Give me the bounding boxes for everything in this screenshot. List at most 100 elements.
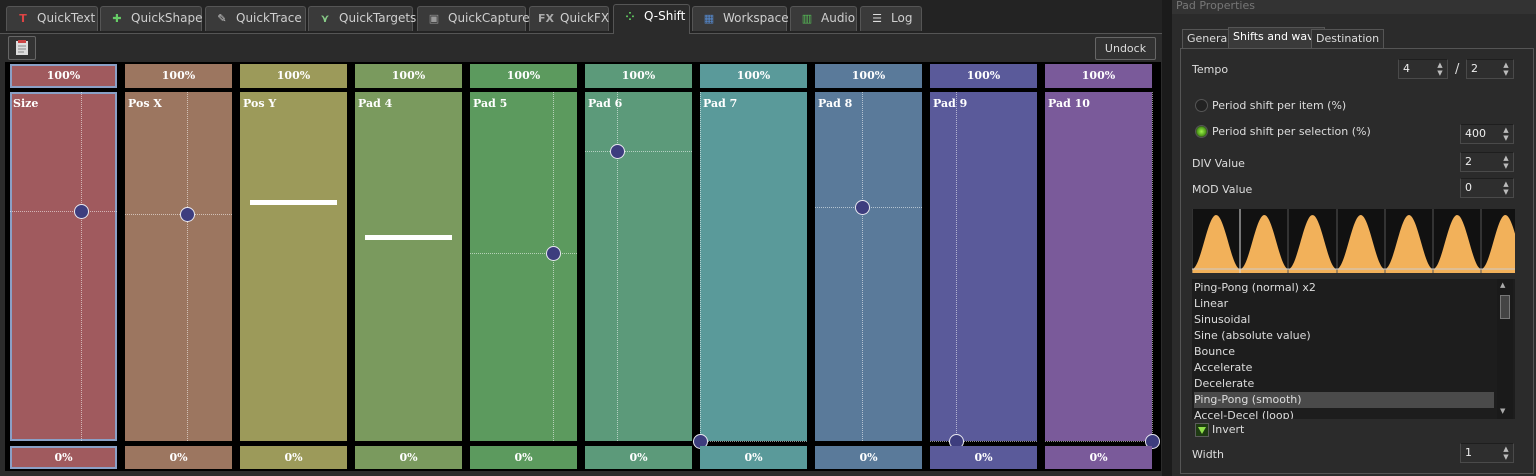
tab-quickshape[interactable]: ✚ QuickShape (100, 6, 203, 31)
tempo-label: Tempo (1192, 63, 1229, 76)
pad-min-value[interactable]: 0% (815, 446, 922, 469)
tab-quickfx[interactable]: FX QuickFX (529, 6, 609, 31)
tab-quickcapture[interactable]: ▣ QuickCapture (417, 6, 530, 31)
pad-7[interactable]: 100% Pad 7 0% (693, 64, 807, 469)
scroll-thumb[interactable] (1500, 295, 1510, 319)
wave-list-item[interactable]: Linear (1194, 297, 1229, 310)
pad-min-value[interactable]: 0% (125, 446, 232, 469)
pad-max-value[interactable]: 100% (930, 64, 1037, 88)
pad-1[interactable]: 100% Size 0% (10, 64, 117, 469)
panel-splitter[interactable] (1162, 0, 1172, 476)
pad-max-value[interactable]: 100% (470, 64, 577, 88)
pad-slider-area[interactable]: Pad 6 (585, 92, 692, 441)
pad-min-value[interactable]: 0% (1045, 446, 1152, 469)
width-label: Width (1192, 448, 1224, 461)
pad-knob[interactable] (546, 246, 561, 261)
period-shift-item-radio[interactable] (1195, 99, 1208, 112)
wave-list-item[interactable]: Ping-Pong (normal) x2 (1194, 281, 1316, 294)
pad-knob[interactable] (180, 207, 195, 222)
scroll-down-icon[interactable]: ▼ (1500, 407, 1506, 415)
div-value-spinbox[interactable]: 2 ▲ ▼ (1460, 152, 1514, 172)
pad-max-value[interactable]: 100% (585, 64, 692, 88)
tab-audio[interactable]: ▥ Audio (790, 6, 857, 31)
spin-arrows-icon[interactable]: ▲ ▼ (1437, 61, 1443, 77)
pad-slider-area[interactable]: Pad 8 (815, 92, 922, 441)
pad-max-value[interactable]: 100% (10, 64, 117, 88)
tempo-numerator-spinbox[interactable]: 4 ▲ ▼ (1398, 59, 1448, 79)
pad-8[interactable]: 100% Pad 8 0% (815, 64, 922, 469)
pad-max-value[interactable]: 100% (700, 64, 807, 88)
pad-slider-area[interactable]: Size (10, 92, 117, 441)
clipboard-button[interactable] (8, 36, 36, 60)
wave-list-item[interactable]: Ping-Pong (smooth) (1194, 392, 1494, 408)
period-shift-selection-spinbox[interactable]: 400 ▲ ▼ (1460, 124, 1514, 144)
pad-slider-area[interactable]: Pad 7 (693, 92, 807, 449)
tab-log[interactable]: ☰ Log (860, 6, 922, 31)
pad-5[interactable]: 100% Pad 5 0% (470, 64, 577, 469)
pad-slider-area[interactable]: Pos Y (240, 92, 347, 441)
pad-slider-area[interactable]: Pos X (125, 92, 232, 441)
spin-arrows-icon[interactable]: ▲ ▼ (1503, 180, 1509, 196)
tempo-denominator-spinbox[interactable]: 2 ▲ ▼ (1466, 59, 1514, 79)
mod-value-spinbox[interactable]: 0 ▲ ▼ (1460, 178, 1514, 198)
spin-arrows-icon[interactable]: ▲ ▼ (1503, 61, 1509, 77)
pad-knob[interactable] (1145, 434, 1160, 449)
tab-shifts-and-wave[interactable]: Shifts and wave (1228, 27, 1326, 48)
pad-9[interactable]: 100% Pad 9 0% (930, 64, 1037, 469)
wave-list-item[interactable]: Sine (absolute value) (1194, 329, 1311, 342)
pad-min-value[interactable]: 0% (930, 446, 1037, 469)
tab-label: QuickShape (131, 11, 203, 25)
pad-max-value[interactable]: 100% (125, 64, 232, 88)
tab-destination[interactable]: Destination (1311, 29, 1385, 48)
spin-arrows-icon[interactable]: ▲ ▼ (1503, 126, 1509, 142)
tab-quicktext[interactable]: T QuickText (6, 6, 98, 31)
tab-q-shift[interactable]: ⁘ Q-Shift (613, 4, 690, 34)
pad-knob[interactable] (74, 204, 89, 219)
pad-slider-area[interactable]: Pad 9 (930, 92, 1037, 449)
pad-max-value[interactable]: 100% (355, 64, 462, 88)
wave-list-item[interactable]: Sinusoidal (1194, 313, 1251, 326)
pad-slider-area[interactable]: Pad 10 (1045, 92, 1160, 449)
wave-list-scrollbar[interactable]: ▲ ▼ (1497, 279, 1513, 419)
tab-workspace[interactable]: ▦ Workspace (692, 6, 789, 31)
pad-min-value[interactable]: 0% (355, 446, 462, 469)
wave-list-item[interactable]: Bounce (1194, 345, 1236, 358)
wave-type-list[interactable]: Ping-Pong (normal) x2 Linear Sinusoidal Sin… (1192, 279, 1515, 419)
pad-4[interactable]: 100% Pad 4 0% (355, 64, 462, 469)
spin-arrows-icon[interactable]: ▲ ▼ (1503, 154, 1509, 170)
pad-slider-area[interactable]: Pad 5 (470, 92, 577, 441)
pad-min-value[interactable]: 0% (10, 446, 117, 469)
pad-knob[interactable] (855, 200, 870, 215)
undock-button[interactable]: Undock (1095, 37, 1156, 60)
wave-shape (1192, 215, 1515, 273)
pad-3[interactable]: 100% Pos Y 0% (240, 64, 347, 469)
scroll-up-icon[interactable]: ▲ (1500, 281, 1506, 289)
pad-min-value[interactable]: 0% (700, 446, 807, 469)
pad-name: Pos X (128, 97, 162, 110)
spin-arrows-icon[interactable]: ▲ ▼ (1503, 445, 1509, 461)
width-spinbox[interactable]: 1 ▲ ▼ (1460, 443, 1514, 463)
pad-crosshair-h (700, 441, 807, 442)
pad-max-value[interactable]: 100% (815, 64, 922, 88)
pad-min-value[interactable]: 0% (470, 446, 577, 469)
tab-quicktargets[interactable]: ⋎ QuickTargets (308, 6, 416, 31)
pad-slider-area[interactable]: Pad 4 (355, 92, 462, 441)
wave-list-item[interactable]: Accelerate (1194, 361, 1253, 374)
pad-2[interactable]: 100% Pos X 0% (125, 64, 232, 469)
pad-knob[interactable] (610, 144, 625, 159)
pad-value-bar[interactable] (365, 235, 452, 240)
pad-value-bar[interactable] (250, 200, 337, 205)
tab-general[interactable]: General (1182, 29, 1236, 48)
pad-min-value[interactable]: 0% (240, 446, 347, 469)
pad-min-value[interactable]: 0% (585, 446, 692, 469)
invert-checkbox[interactable] (1195, 423, 1209, 437)
mod-value: 0 (1465, 181, 1472, 194)
pad-max-value[interactable]: 100% (240, 64, 347, 88)
wave-list-item[interactable]: Decelerate (1194, 377, 1255, 390)
pad-max-value[interactable]: 100% (1045, 64, 1152, 88)
pad-10[interactable]: 100% Pad 10 0% (1045, 64, 1160, 469)
period-shift-selection-radio[interactable] (1195, 125, 1208, 138)
tab-quicktrace[interactable]: ✎ QuickTrace (205, 6, 306, 31)
pad-6[interactable]: 100% Pad 6 0% (585, 64, 692, 469)
wave-list-item[interactable]: Accel-Decel (loop) (1194, 409, 1294, 419)
